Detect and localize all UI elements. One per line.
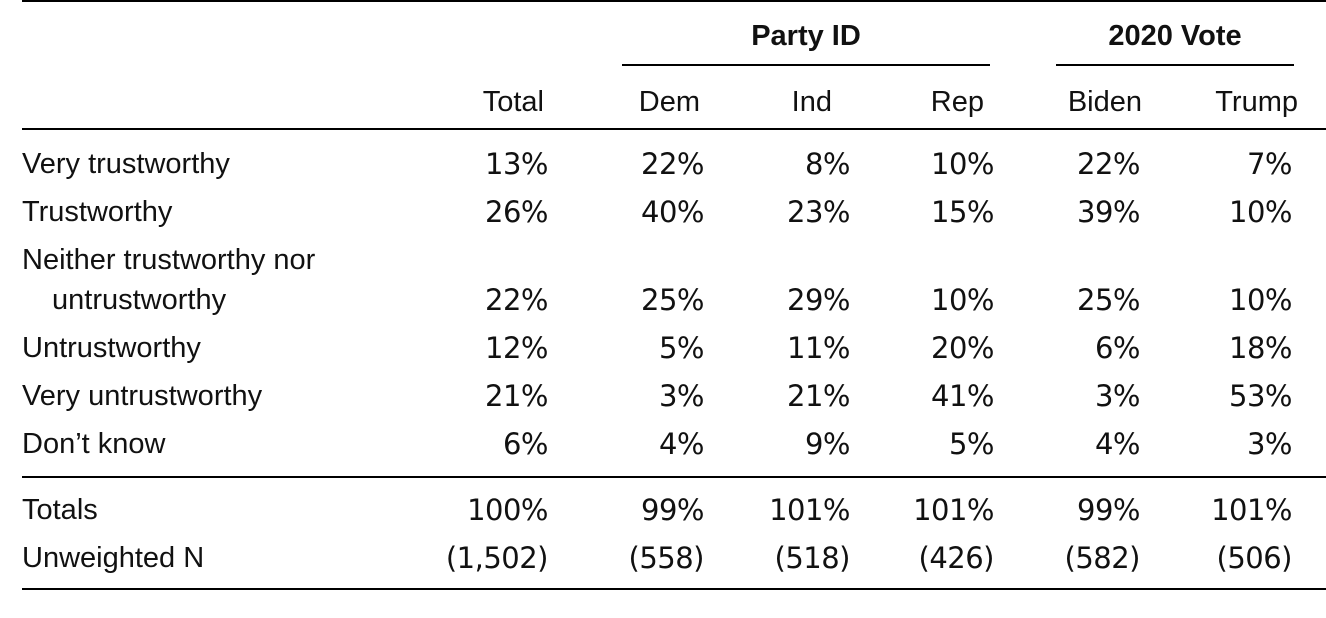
- cell-dont-know-ind: 9%: [804, 427, 851, 461]
- cell-trustworthy-trump: 10%: [1229, 195, 1292, 229]
- group-rule-party-id: [622, 64, 990, 66]
- cell-untrustworthy-total: 12%: [485, 331, 548, 365]
- cell-very-trustworthy-rep: 10%: [931, 147, 994, 181]
- cell-dont-know-total: 6%: [502, 427, 549, 461]
- cell-unweighted-n-trump: (506): [1216, 541, 1293, 575]
- body-rule: [22, 476, 1326, 478]
- cell-very-trustworthy-ind: 8%: [804, 147, 851, 181]
- cell-totals-trump: 101%: [1211, 493, 1292, 527]
- column-header-ind: Ind: [791, 86, 832, 118]
- column-header-rep: Rep: [930, 86, 984, 118]
- cell-untrustworthy-biden: 6%: [1094, 331, 1141, 365]
- cell-very-trustworthy-dem: 22%: [641, 147, 704, 181]
- cell-dont-know-trump: 3%: [1246, 427, 1293, 461]
- cell-very-untrustworthy-ind: 21%: [787, 379, 850, 413]
- cell-unweighted-n-total: (1,502): [445, 541, 549, 575]
- column-header-trump: Trump: [1215, 86, 1298, 118]
- cell-unweighted-n-rep: (426): [918, 541, 995, 575]
- cell-trustworthy-dem: 40%: [641, 195, 704, 229]
- cell-very-trustworthy-total: 13%: [485, 147, 548, 181]
- cell-totals-ind: 101%: [769, 493, 850, 527]
- cell-totals-dem: 99%: [641, 493, 704, 527]
- row-label-untrustworthy: Untrustworthy: [22, 332, 201, 364]
- header-rule: [22, 128, 1326, 130]
- cell-totals-rep: 101%: [913, 493, 994, 527]
- cell-neither-rep: 10%: [931, 283, 994, 317]
- cell-very-untrustworthy-dem: 3%: [658, 379, 705, 413]
- group-rule-2020-vote: [1056, 64, 1294, 66]
- cell-very-untrustworthy-biden: 3%: [1094, 379, 1141, 413]
- row-label-neither-line2: untrustworthy: [52, 284, 227, 316]
- row-label-very-trustworthy: Very trustworthy: [22, 148, 230, 180]
- cell-dont-know-rep: 5%: [948, 427, 995, 461]
- column-header-dem: Dem: [638, 86, 700, 118]
- cell-neither-ind: 29%: [787, 283, 850, 317]
- cell-very-untrustworthy-trump: 53%: [1229, 379, 1292, 413]
- column-header-total: Total: [482, 86, 544, 118]
- cell-very-trustworthy-biden: 22%: [1077, 147, 1140, 181]
- cell-neither-dem: 25%: [641, 283, 704, 317]
- cell-unweighted-n-ind: (518): [774, 541, 851, 575]
- cell-totals-total: 100%: [467, 493, 548, 527]
- column-header-biden: Biden: [1067, 86, 1142, 118]
- row-label-neither-line1: Neither trustworthy nor: [22, 244, 316, 276]
- row-label-totals: Totals: [22, 494, 98, 526]
- cell-untrustworthy-rep: 20%: [931, 331, 994, 365]
- row-label-very-untrustworthy: Very untrustworthy: [22, 380, 263, 412]
- cell-untrustworthy-dem: 5%: [658, 331, 705, 365]
- row-label-dont-know: Don’t know: [22, 428, 166, 460]
- row-label-unweighted-n: Unweighted N: [22, 542, 205, 574]
- cell-neither-biden: 25%: [1077, 283, 1140, 317]
- cell-trustworthy-ind: 23%: [787, 195, 850, 229]
- cell-very-untrustworthy-rep: 41%: [931, 379, 994, 413]
- cell-trustworthy-total: 26%: [485, 195, 548, 229]
- top-rule: [22, 0, 1326, 2]
- cell-unweighted-n-dem: (558): [628, 541, 705, 575]
- cell-totals-biden: 99%: [1077, 493, 1140, 527]
- cell-trustworthy-rep: 15%: [931, 195, 994, 229]
- cell-very-untrustworthy-total: 21%: [485, 379, 548, 413]
- cell-untrustworthy-trump: 18%: [1229, 331, 1292, 365]
- cell-dont-know-dem: 4%: [658, 427, 705, 461]
- cell-untrustworthy-ind: 11%: [787, 331, 850, 365]
- bottom-rule: [22, 588, 1326, 590]
- cell-neither-trump: 10%: [1229, 283, 1292, 317]
- row-label-trustworthy: Trustworthy: [22, 196, 173, 228]
- cell-trustworthy-biden: 39%: [1077, 195, 1140, 229]
- cell-dont-know-biden: 4%: [1094, 427, 1141, 461]
- cell-very-trustworthy-trump: 7%: [1246, 147, 1293, 181]
- cell-unweighted-n-biden: (582): [1064, 541, 1141, 575]
- group-header-party-id: Party ID: [751, 20, 861, 52]
- cell-neither-total: 22%: [485, 283, 548, 317]
- group-header-2020-vote: 2020 Vote: [1108, 20, 1242, 52]
